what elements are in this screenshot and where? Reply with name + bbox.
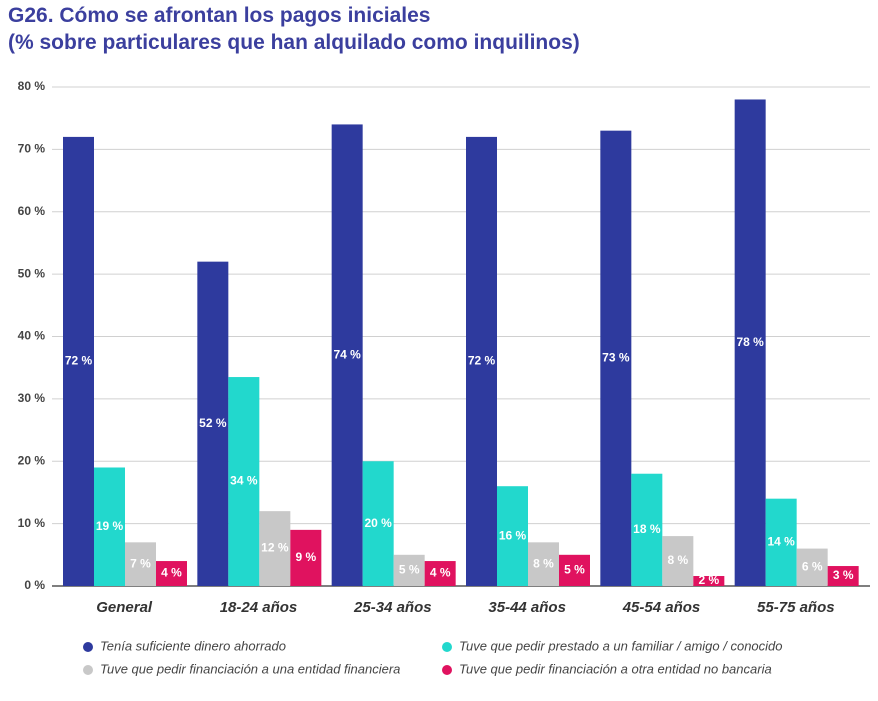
value-label: 4 % xyxy=(161,566,182,580)
value-label: 6 % xyxy=(802,559,823,573)
value-label: 8 % xyxy=(533,556,554,570)
value-label: 2 % xyxy=(698,573,719,587)
legend-label: Tenía suficiente dinero ahorrado xyxy=(100,638,286,653)
bar xyxy=(94,467,125,586)
x-tick-label: 55-75 años xyxy=(757,599,835,616)
bar xyxy=(228,377,260,586)
bar xyxy=(259,511,291,586)
legend-label: Tuve que pedir prestado a un familiar / … xyxy=(459,638,783,653)
legend-marker xyxy=(442,665,452,675)
bar xyxy=(765,498,797,586)
bar xyxy=(393,554,425,586)
value-label: 18 % xyxy=(633,522,661,536)
bar xyxy=(528,542,559,586)
value-label: 3 % xyxy=(833,568,854,582)
value-label: 5 % xyxy=(564,563,585,577)
value-label: 78 % xyxy=(736,335,764,349)
value-label: 16 % xyxy=(499,528,527,542)
bar xyxy=(362,461,394,586)
legend-marker xyxy=(442,642,452,652)
value-label: 5 % xyxy=(399,563,420,577)
y-tick-label: 60 % xyxy=(18,204,46,218)
x-tick-label: 35-44 años xyxy=(488,599,566,616)
y-tick-label: 40 % xyxy=(18,329,46,343)
value-label: 72 % xyxy=(65,354,93,368)
x-tick-label: 25-34 años xyxy=(353,599,432,616)
x-tick-label: 45-54 años xyxy=(622,599,701,616)
y-tick-label: 30 % xyxy=(18,391,46,405)
value-label: 12 % xyxy=(261,541,289,555)
bar xyxy=(600,130,632,586)
x-tick-label: 18-24 años xyxy=(220,599,298,616)
bar xyxy=(631,473,663,586)
bar xyxy=(290,529,322,586)
y-tick-label: 50 % xyxy=(18,266,46,280)
x-tick-label: General xyxy=(96,599,153,616)
chart-title: G26. Cómo se afrontan los pagos iniciale… xyxy=(8,4,430,27)
value-label: 74 % xyxy=(333,347,361,361)
bar xyxy=(734,99,766,586)
value-label: 14 % xyxy=(767,535,795,549)
y-tick-label: 10 % xyxy=(18,516,46,530)
value-label: 19 % xyxy=(96,519,124,533)
value-label: 20 % xyxy=(364,516,392,530)
bar xyxy=(497,486,528,586)
bar xyxy=(63,136,94,586)
bar xyxy=(331,124,363,587)
bar xyxy=(693,576,725,586)
chart-subtitle: (% sobre particulares que han alquilado … xyxy=(8,31,580,54)
bar xyxy=(796,548,828,586)
y-tick-label: 0 % xyxy=(24,578,45,592)
bar xyxy=(662,536,694,586)
value-label: 72 % xyxy=(468,354,496,368)
legend-marker xyxy=(83,642,93,652)
y-tick-label: 20 % xyxy=(18,453,46,467)
bar xyxy=(197,261,229,586)
value-label: 7 % xyxy=(130,556,151,570)
bar xyxy=(125,542,156,586)
legend-label: Tuve que pedir financiación a otra entid… xyxy=(459,661,772,676)
legend-label: Tuve que pedir financiación a una entida… xyxy=(100,661,400,676)
bar xyxy=(559,554,590,586)
bar xyxy=(156,561,187,586)
value-label: 73 % xyxy=(602,351,630,365)
value-label: 34 % xyxy=(230,474,258,488)
y-tick-label: 80 % xyxy=(18,79,46,93)
bar xyxy=(466,136,497,586)
bar xyxy=(827,566,859,586)
bar xyxy=(424,561,456,586)
value-label: 9 % xyxy=(295,550,316,564)
value-label: 52 % xyxy=(199,416,227,430)
value-label: 4 % xyxy=(430,566,451,580)
y-tick-label: 70 % xyxy=(18,142,46,156)
value-label: 8 % xyxy=(667,553,688,567)
legend-marker xyxy=(83,665,93,675)
